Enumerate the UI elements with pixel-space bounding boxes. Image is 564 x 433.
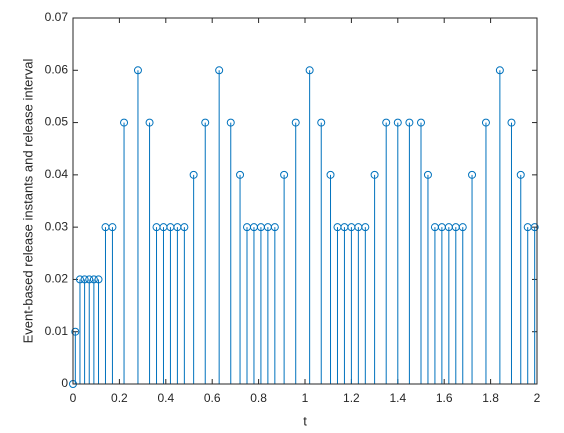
x-tick-label: 1 <box>302 391 309 405</box>
x-axis-label: t <box>303 413 307 428</box>
y-tick-label: 0 <box>61 376 68 390</box>
stem-marker <box>495 66 504 75</box>
y-tick-label: 0.04 <box>45 167 69 181</box>
stem-marker <box>393 118 402 127</box>
stem-marker <box>361 223 370 232</box>
stem-marker <box>370 170 379 179</box>
plot-area <box>73 18 537 384</box>
x-tick-label: 1.2 <box>343 391 360 405</box>
y-tick-label: 0.05 <box>45 115 69 129</box>
x-tick-label: 0 <box>70 391 77 405</box>
stem-marker <box>405 118 414 127</box>
y-tick-label: 0.07 <box>45 10 69 24</box>
stem-marker <box>75 275 84 284</box>
stem-marker <box>133 66 142 75</box>
stem-marker <box>71 327 80 336</box>
x-tick-label: 1.4 <box>389 391 406 405</box>
stem-marker <box>80 275 89 284</box>
stem-marker <box>201 118 210 127</box>
x-tick-label: 0.8 <box>250 391 267 405</box>
y-tick-label: 0.02 <box>45 272 69 286</box>
stem-marker <box>291 118 300 127</box>
y-tick-label: 0.01 <box>45 324 69 338</box>
y-tick-label: 0.03 <box>45 219 69 233</box>
stem-marker <box>85 275 94 284</box>
x-tick-label: 0.6 <box>204 391 221 405</box>
x-tick-label: 1.8 <box>482 391 499 405</box>
stem-marker <box>530 223 539 232</box>
stem-marker <box>89 275 98 284</box>
stem-marker <box>382 118 391 127</box>
stem-marker <box>317 118 326 127</box>
stem-marker <box>507 118 516 127</box>
stem-marker <box>326 170 335 179</box>
stem-marker <box>423 170 432 179</box>
y-axis-label: Event-based release instants and release… <box>20 59 35 344</box>
stem-marker <box>458 223 467 232</box>
stem-marker <box>305 66 314 75</box>
stem-marker <box>94 275 103 284</box>
x-tick-label: 0.2 <box>111 391 128 405</box>
stem-marker <box>145 118 154 127</box>
x-tick-label: 1.6 <box>436 391 453 405</box>
x-tick-label: 2 <box>534 391 541 405</box>
stem-marker <box>189 170 198 179</box>
stem-marker <box>280 170 289 179</box>
stem-marker <box>516 170 525 179</box>
stem-marker <box>468 170 477 179</box>
stem-marker <box>120 118 129 127</box>
stem-marker <box>226 118 235 127</box>
x-tick-label: 0.4 <box>157 391 174 405</box>
stem-marker <box>481 118 490 127</box>
stem-marker <box>270 223 279 232</box>
axes-frame <box>72 17 538 385</box>
stem-marker <box>417 118 425 127</box>
stem-marker <box>108 223 117 232</box>
stem-marker <box>236 170 245 179</box>
stem-marker <box>180 223 189 232</box>
y-tick-label: 0.06 <box>45 62 69 76</box>
stem-marker <box>215 66 224 75</box>
